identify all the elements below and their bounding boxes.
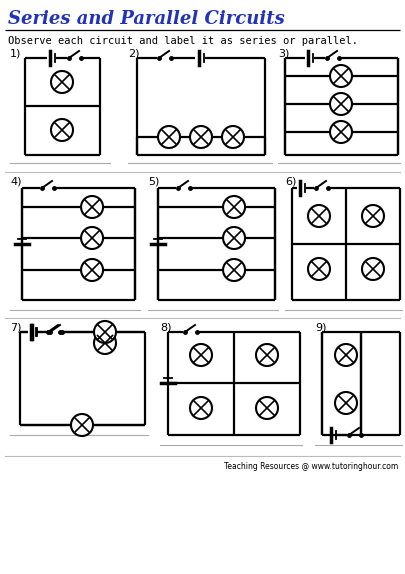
Circle shape xyxy=(223,227,245,249)
Text: Observe each circuit and label it as series or parallel.: Observe each circuit and label it as ser… xyxy=(8,36,358,46)
Circle shape xyxy=(94,321,116,343)
Circle shape xyxy=(335,392,357,414)
Circle shape xyxy=(190,344,212,366)
Circle shape xyxy=(51,71,73,93)
Text: 5): 5) xyxy=(148,177,160,187)
Circle shape xyxy=(158,126,180,148)
Text: 4): 4) xyxy=(10,177,21,187)
Text: Teaching Resources @ www.tutoringhour.com: Teaching Resources @ www.tutoringhour.co… xyxy=(224,462,398,471)
Text: 1): 1) xyxy=(10,49,21,59)
Circle shape xyxy=(190,397,212,419)
Text: 8): 8) xyxy=(160,323,171,333)
Circle shape xyxy=(330,121,352,143)
Text: 6): 6) xyxy=(285,177,296,187)
Text: 2): 2) xyxy=(128,49,139,59)
Circle shape xyxy=(256,344,278,366)
Circle shape xyxy=(335,344,357,366)
Circle shape xyxy=(330,65,352,87)
Circle shape xyxy=(190,126,212,148)
Circle shape xyxy=(71,414,93,436)
Text: Series and Parallel Circuits: Series and Parallel Circuits xyxy=(8,10,285,28)
Circle shape xyxy=(81,227,103,249)
Circle shape xyxy=(222,126,244,148)
Circle shape xyxy=(362,205,384,227)
Circle shape xyxy=(223,196,245,218)
Circle shape xyxy=(308,205,330,227)
Circle shape xyxy=(94,332,116,354)
Text: 3): 3) xyxy=(278,49,290,59)
Circle shape xyxy=(256,397,278,419)
Circle shape xyxy=(308,258,330,280)
Circle shape xyxy=(362,258,384,280)
Circle shape xyxy=(330,93,352,115)
Text: 9): 9) xyxy=(315,323,326,333)
Circle shape xyxy=(51,119,73,141)
Circle shape xyxy=(223,259,245,281)
Circle shape xyxy=(81,259,103,281)
Circle shape xyxy=(81,196,103,218)
Text: 7): 7) xyxy=(10,323,21,333)
